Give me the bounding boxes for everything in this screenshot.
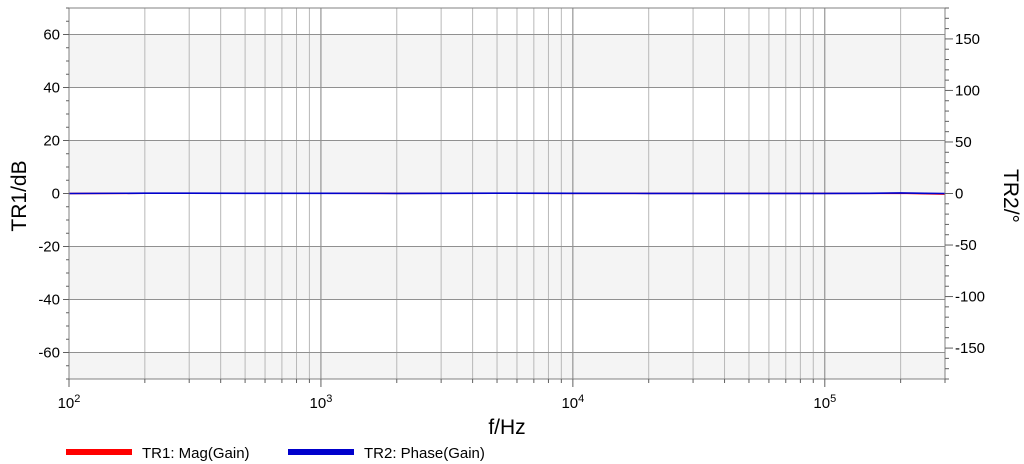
- y-left-tick-label: -60: [38, 345, 60, 362]
- y-left-tick-label: 0: [52, 186, 60, 203]
- y-right-tick-label: 50: [955, 134, 972, 151]
- x-tick-label: 102: [58, 393, 81, 412]
- x-axis-title: f/Hz: [488, 416, 525, 439]
- y-left-tick-label: 60: [43, 27, 60, 44]
- plot-band: [69, 352, 945, 379]
- y-axis-right-title: TR2/°: [999, 169, 1022, 223]
- plot-band: [69, 34, 945, 88]
- y-axis-left-title: TR1/dB: [8, 160, 31, 231]
- legend: TR1: Mag(Gain) TR2: Phase(Gain): [66, 445, 485, 462]
- y-right-tick-label: 0: [955, 186, 963, 203]
- axis-ticks: [63, 7, 953, 387]
- y-left-tick-label: 20: [43, 133, 60, 150]
- plot-band: [69, 140, 945, 194]
- y-right-tick-label: -50: [955, 237, 977, 254]
- x-tick-label: 104: [561, 393, 584, 412]
- y-right-tick-label: -150: [955, 340, 985, 357]
- plot-band: [69, 246, 945, 300]
- legend-swatch-mag: [66, 449, 132, 455]
- y-left-tick-label: -40: [38, 292, 60, 309]
- series-line-phase: [69, 192, 945, 195]
- x-tick-label: 103: [310, 393, 333, 412]
- x-tick-label: 105: [813, 393, 836, 412]
- y-right-tick-label: 150: [955, 31, 980, 48]
- plot-bands: [69, 34, 945, 379]
- y-right-tick-label: -100: [955, 289, 985, 306]
- legend-label-mag: TR1: Mag(Gain): [142, 445, 250, 462]
- series-group: [69, 192, 945, 195]
- y-left-tick-label: 40: [43, 80, 60, 97]
- y-right-tick-label: 100: [955, 82, 980, 99]
- legend-swatch-phase: [288, 449, 354, 455]
- y-left-tick-label: -20: [38, 239, 60, 256]
- axis-tick-labels: 60 40 20 0 -20 -40 -60 150 100 50 0 -50 -100 -150 102 1…: [38, 27, 985, 413]
- legend-label-phase: TR2: Phase(Gain): [364, 445, 485, 462]
